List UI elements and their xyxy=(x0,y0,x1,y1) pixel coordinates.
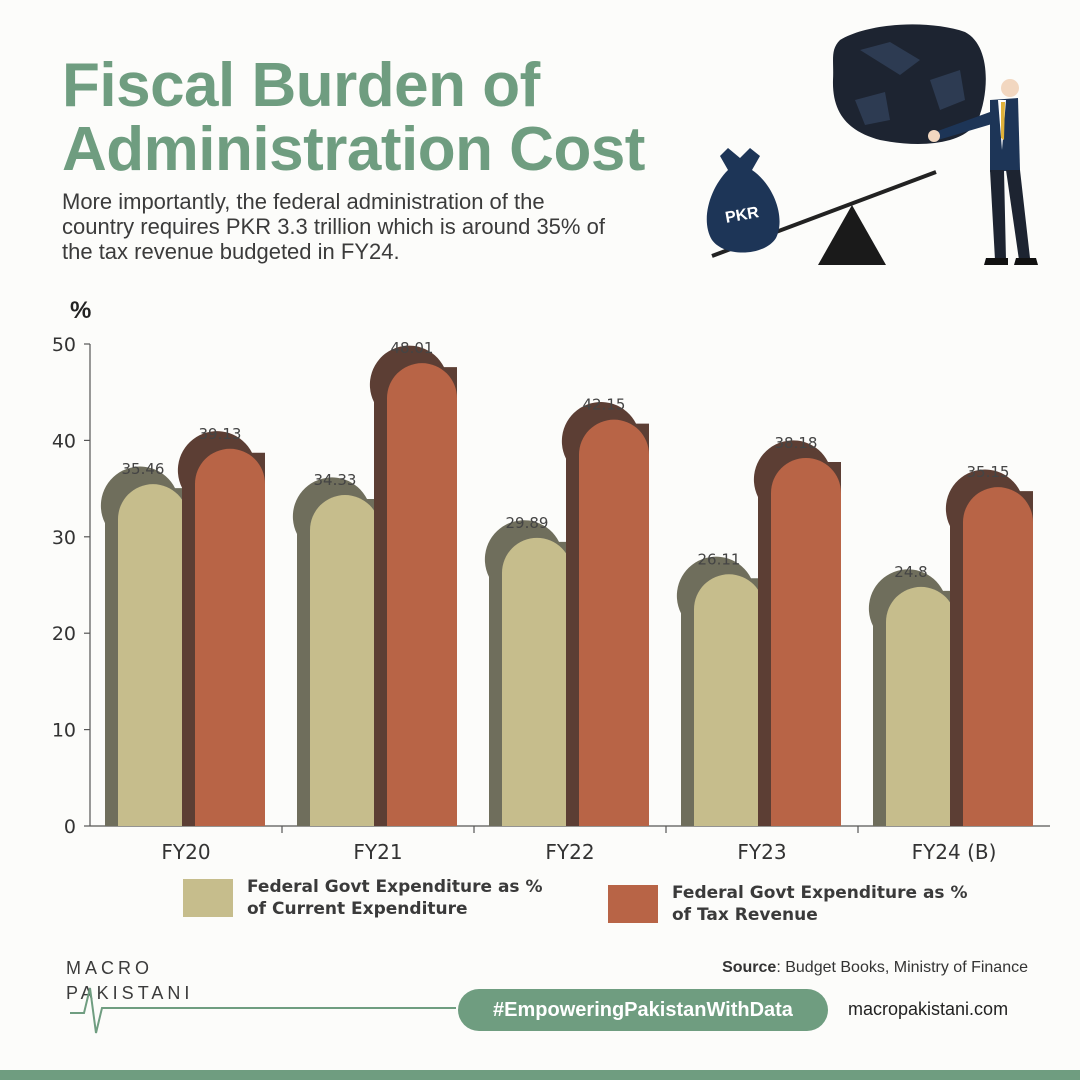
data-label: 24.8 xyxy=(894,563,927,581)
data-label: 38.18 xyxy=(775,434,818,452)
data-label: 35.46 xyxy=(122,460,165,478)
bar xyxy=(886,586,956,826)
y-tick-label: 40 xyxy=(52,430,76,452)
data-label: 35.15 xyxy=(967,463,1010,481)
source-label: Source xyxy=(722,959,777,976)
person-tie xyxy=(1001,102,1005,140)
person-head xyxy=(1001,79,1019,97)
bar xyxy=(118,484,188,826)
data-label: 48.01 xyxy=(391,339,434,357)
hashtag-pill: #EmpoweringPakistanWithData xyxy=(458,989,828,1031)
data-label: 39.13 xyxy=(199,425,242,443)
bar xyxy=(195,448,265,826)
seesaw-fulcrum xyxy=(818,205,886,265)
x-tick-label: FY24 (B) xyxy=(912,840,997,864)
macro-pakistani-logo: MACRO PAKISTANI xyxy=(66,958,456,1038)
bar xyxy=(694,574,764,826)
legend-swatch-tax-revenue xyxy=(608,885,658,923)
data-label: 26.11 xyxy=(698,550,741,568)
source-text: : Budget Books, Ministry of Finance xyxy=(776,959,1028,976)
person-legs xyxy=(990,170,1030,260)
y-tick-label: 0 xyxy=(64,816,76,838)
data-label: 29.89 xyxy=(506,514,549,532)
money-bag-shape xyxy=(706,148,780,253)
data-label: 34.33 xyxy=(314,471,357,489)
person-hand xyxy=(928,130,940,142)
person-arm xyxy=(935,112,992,140)
legend-item-tax-revenue: Federal Govt Expenditure as % of Tax Rev… xyxy=(608,882,972,926)
bar xyxy=(387,363,457,826)
subtitle: More importantly, the federal administra… xyxy=(62,189,605,264)
boulder-highlight xyxy=(855,42,965,125)
legend-item-current-expenditure: Federal Govt Expenditure as % of Current… xyxy=(183,876,547,920)
legend-swatch-current-expenditure xyxy=(183,879,233,917)
y-axis-label: % xyxy=(70,297,92,324)
bottom-accent-bar xyxy=(0,1070,1080,1080)
x-tick-label: FY22 xyxy=(545,840,594,864)
x-tick-label: FY23 xyxy=(737,840,786,864)
y-tick-label: 10 xyxy=(52,720,76,742)
bar xyxy=(771,457,841,826)
legend-label-tax-revenue: Federal Govt Expenditure as % of Tax Rev… xyxy=(672,883,968,925)
y-tick-label: 30 xyxy=(52,527,76,549)
page-title: Fiscal Burden of Administration Cost xyxy=(62,51,645,184)
source-note: Source: Budget Books, Ministry of Financ… xyxy=(722,959,1028,977)
logo-text-line2: PAKISTANI xyxy=(66,983,194,1003)
logo-pulse-line xyxy=(70,987,456,1034)
person-body xyxy=(990,98,1020,172)
y-tick-label: 50 xyxy=(52,334,76,356)
money-bag-label: PKR xyxy=(724,204,761,227)
x-tick-label: FY21 xyxy=(353,840,402,864)
bar xyxy=(579,419,649,826)
bar xyxy=(310,495,380,826)
y-tick-label: 20 xyxy=(52,623,76,645)
bar xyxy=(502,537,572,826)
person-shoes xyxy=(984,258,1038,265)
logo-text-line1: MACRO xyxy=(66,958,153,978)
bar xyxy=(963,487,1033,826)
x-tick-label: FY20 xyxy=(161,840,210,864)
website-link[interactable]: macropakistani.com xyxy=(848,999,1009,1019)
legend-label-current-expenditure: Federal Govt Expenditure as % of Current… xyxy=(247,877,543,919)
seesaw-burden-illustration: PKR xyxy=(706,24,1038,265)
data-label: 42.15 xyxy=(583,396,626,414)
